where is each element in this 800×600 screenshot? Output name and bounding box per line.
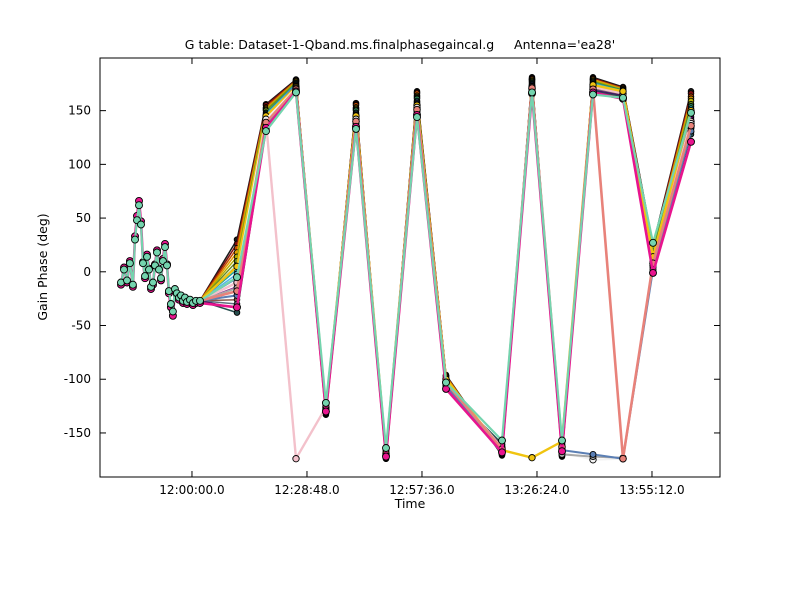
y-tick-label: 50 bbox=[76, 211, 91, 225]
data-marker bbox=[321, 398, 330, 407]
x-tick-label: 12:57:36.0 bbox=[389, 483, 454, 497]
series-white bbox=[199, 84, 695, 464]
data-marker bbox=[196, 296, 204, 305]
x-tick-label: 12:00:00.0 bbox=[159, 483, 224, 497]
series-sky-blue bbox=[199, 80, 695, 458]
data-marker bbox=[135, 201, 143, 210]
data-marker bbox=[153, 248, 161, 257]
data-marker bbox=[161, 243, 169, 252]
series-dark-slate bbox=[199, 86, 695, 454]
y-tick-label: 0 bbox=[83, 265, 91, 279]
data-marker bbox=[498, 448, 506, 457]
data-marker bbox=[233, 273, 241, 282]
series-gold bbox=[198, 81, 695, 462]
data-marker bbox=[498, 436, 506, 445]
y-tick-label: -150 bbox=[64, 426, 91, 440]
data-marker bbox=[687, 108, 695, 117]
data-marker bbox=[157, 274, 165, 283]
data-marker bbox=[528, 454, 536, 462]
data-marker bbox=[619, 454, 627, 463]
data-marker bbox=[352, 124, 360, 133]
data-marker bbox=[233, 303, 241, 312]
series-line-magenta bbox=[119, 90, 693, 458]
x-axis-label: Time bbox=[394, 496, 426, 511]
data-marker bbox=[120, 265, 128, 274]
data-marker bbox=[262, 127, 270, 136]
axes-frame bbox=[99, 57, 721, 478]
data-marker bbox=[382, 444, 390, 452]
data-marker bbox=[145, 265, 153, 274]
data-marker bbox=[141, 272, 149, 281]
series-pale-pink bbox=[198, 83, 695, 463]
data-marker bbox=[687, 137, 695, 146]
data-marker bbox=[125, 259, 134, 268]
plot-title: G table: Dataset-1-Qband.ms.finalphasega… bbox=[185, 37, 615, 52]
data-marker bbox=[292, 88, 300, 97]
data-marker bbox=[149, 278, 157, 287]
data-marker bbox=[292, 455, 300, 463]
data-marker bbox=[168, 307, 177, 316]
data-marker bbox=[131, 235, 139, 244]
data-marker bbox=[589, 450, 597, 458]
y-tick-label: -50 bbox=[71, 319, 91, 333]
data-marker bbox=[413, 113, 421, 122]
data-marker bbox=[528, 88, 536, 97]
series-blue bbox=[199, 81, 695, 458]
data-marker bbox=[143, 252, 151, 261]
x-tick-label: 13:26:24.0 bbox=[504, 483, 569, 497]
data-marker bbox=[589, 90, 597, 99]
data-marker bbox=[123, 276, 131, 285]
series-brown bbox=[199, 84, 695, 455]
series-teal bbox=[199, 79, 695, 459]
data-marker bbox=[166, 300, 175, 308]
data-marker bbox=[649, 238, 657, 247]
data-marker bbox=[321, 407, 330, 416]
series-slate-gray bbox=[199, 85, 695, 455]
series-salmon bbox=[198, 84, 695, 463]
data-marker bbox=[619, 93, 627, 102]
data-marker bbox=[619, 87, 627, 95]
series-mint bbox=[117, 88, 695, 452]
data-marker bbox=[137, 220, 145, 229]
series-slate-violet bbox=[199, 82, 695, 457]
series-dark-magenta bbox=[199, 82, 695, 457]
data-marker bbox=[155, 265, 163, 274]
series-line-mint bbox=[119, 91, 693, 450]
series-violet-red bbox=[199, 83, 695, 456]
data-marker bbox=[139, 259, 147, 268]
series-line-salmon bbox=[198, 86, 693, 461]
y-tick-label: -100 bbox=[64, 372, 91, 386]
data-marker bbox=[649, 268, 657, 277]
x-tick-label: 12:28:48.0 bbox=[274, 483, 339, 497]
series-sea-green bbox=[199, 79, 695, 459]
series-brick-red bbox=[199, 84, 695, 456]
series-olive-yellow bbox=[199, 77, 695, 460]
series-indigo bbox=[199, 85, 695, 454]
series-layer bbox=[117, 74, 695, 464]
y-axis-label: Gain Phase (deg) bbox=[35, 213, 50, 320]
data-marker bbox=[558, 436, 566, 445]
x-tick-label: 13:55:12.0 bbox=[619, 483, 684, 497]
y-tick-label: 100 bbox=[68, 157, 91, 171]
data-marker bbox=[163, 261, 171, 270]
data-marker bbox=[442, 378, 450, 387]
axes: 12:00:00.0 12:28:48.0 12:57:36.0 13:26:24.0… bbox=[64, 58, 720, 497]
y-tick-label: 150 bbox=[68, 104, 91, 118]
series-olive bbox=[199, 78, 695, 460]
data-marker bbox=[558, 447, 566, 456]
data-marker bbox=[382, 452, 390, 461]
data-marker bbox=[128, 280, 137, 289]
